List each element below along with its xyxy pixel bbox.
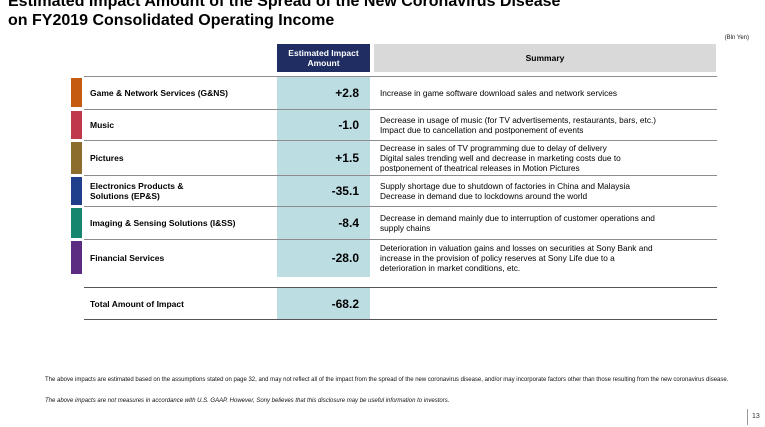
segment-name-fs: Financial Services bbox=[90, 252, 165, 263]
header-summary: Summary bbox=[374, 44, 716, 72]
segment-name-eps: Electronics Products & Solutions (EP&S) bbox=[90, 177, 184, 205]
row-divider bbox=[84, 239, 717, 240]
summary-line: postponement of theatrical releases in M… bbox=[380, 163, 580, 173]
segment-color-bar-iss bbox=[71, 208, 82, 238]
summary-line: deterioration in market conditions, etc. bbox=[380, 262, 521, 273]
impact-value-pictures: +1.5 bbox=[335, 151, 359, 165]
segment-color-bar-pictures bbox=[71, 142, 82, 174]
segment-name-line1: Electronics Products & bbox=[90, 181, 184, 191]
header-impact-line1: Estimated Impact bbox=[288, 48, 359, 58]
summary-line: Impact due to cancellation and postponem… bbox=[380, 125, 584, 135]
impact-value-iss: -8.4 bbox=[338, 216, 359, 230]
segment-color-bar-eps bbox=[71, 177, 82, 205]
impact-value-music: -1.0 bbox=[338, 118, 359, 132]
impact-value-fs: -28.0 bbox=[331, 250, 359, 265]
summary-line: Increase in game software download sales… bbox=[380, 87, 618, 98]
impact-value-gns: +2.8 bbox=[335, 85, 359, 100]
total-impact-background bbox=[277, 288, 370, 319]
page-title-line2: on FY2019 Consolidated Operating Income bbox=[8, 12, 335, 29]
row-divider bbox=[84, 109, 717, 110]
summary-line: Decrease in sales of TV programming due … bbox=[380, 143, 607, 153]
segment-name-pictures: Pictures bbox=[90, 153, 124, 163]
summary-line: Deterioration in valuation gains and los… bbox=[380, 242, 653, 253]
total-bottom-divider bbox=[84, 319, 717, 320]
summary-line: Decrease in demand mainly due to interru… bbox=[380, 213, 655, 223]
summary-line: increase in the provision of policy rese… bbox=[380, 252, 615, 263]
segment-name-gns: Game & Network Services (G&NS) bbox=[90, 87, 228, 98]
summary-line: Digital sales trending well and decrease… bbox=[380, 153, 621, 163]
row-divider bbox=[84, 206, 717, 207]
header-estimated-impact: Estimated Impact Amount bbox=[277, 44, 370, 72]
summary-pictures: Decrease in sales of TV programming due … bbox=[380, 141, 715, 175]
summary-gns: Increase in game software download sales… bbox=[380, 78, 715, 107]
summary-line: Supply shortage due to shutdown of facto… bbox=[380, 181, 630, 191]
segment-color-bar-fs bbox=[71, 241, 82, 274]
row-divider bbox=[84, 76, 717, 77]
page-title: Estimated Impact Amount of the Spread of… bbox=[8, 0, 748, 30]
page-number: 13 bbox=[752, 413, 760, 420]
header-impact-line2: Amount bbox=[307, 58, 340, 68]
row-divider bbox=[84, 140, 717, 141]
row-divider bbox=[84, 175, 717, 176]
segment-color-bar-music bbox=[71, 111, 82, 139]
summary-eps: Supply shortage due to shutdown of facto… bbox=[380, 177, 715, 205]
unit-label: (Bln Yen) bbox=[724, 35, 749, 41]
total-top-divider bbox=[84, 287, 717, 288]
summary-line: supply chains bbox=[380, 223, 431, 233]
footnote-assumptions: The above impacts are estimated based on… bbox=[45, 377, 729, 383]
total-label: Total Amount of Impact bbox=[90, 299, 184, 309]
summary-music: Decrease in usage of music (for TV adver… bbox=[380, 111, 715, 139]
segment-name-iss: Imaging & Sensing Solutions (I&SS) bbox=[90, 218, 236, 228]
summary-iss: Decrease in demand mainly due to interru… bbox=[380, 208, 715, 238]
page-title-line1: Estimated Impact Amount of the Spread of… bbox=[8, 0, 561, 10]
page-number-divider bbox=[747, 409, 748, 425]
segment-name-music: Music bbox=[90, 120, 115, 130]
total-value: -68.2 bbox=[331, 297, 359, 311]
summary-fs: Deterioration in valuation gains and los… bbox=[380, 240, 715, 275]
segment-name-line2: Solutions (EP&S) bbox=[90, 191, 160, 201]
summary-line: Decrease in demand due to lockdowns arou… bbox=[380, 191, 588, 201]
impact-value-eps: -35.1 bbox=[331, 184, 359, 198]
summary-line: Decrease in usage of music (for TV adver… bbox=[380, 115, 657, 125]
footnote-gaap: The above impacts are not measures in ac… bbox=[45, 398, 450, 404]
segment-color-bar-gns bbox=[71, 78, 82, 107]
